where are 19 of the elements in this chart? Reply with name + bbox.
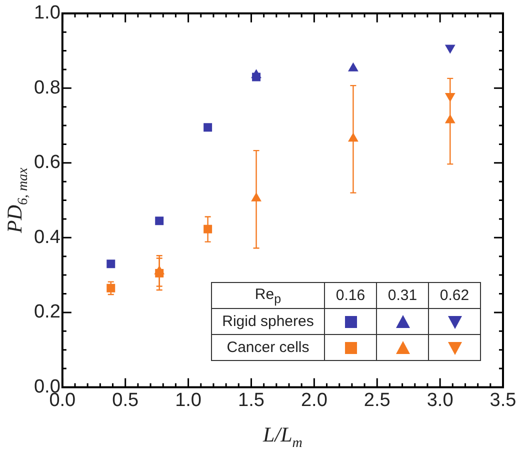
x-tick-label: 1.0	[175, 390, 202, 411]
annotation: 0.16	[336, 287, 366, 304]
y-axis-title: PD6, max	[2, 166, 32, 234]
y-tick-label: 0.2	[34, 302, 60, 323]
y-tick-label: 1.0	[34, 2, 60, 24]
x-tick-label: 3.0	[426, 390, 454, 411]
x-tick-label: 2.5	[364, 390, 390, 411]
x-tick-label: 3.5	[490, 390, 516, 411]
annotation: 0.62	[440, 287, 470, 304]
y-tick-label: 0.4	[34, 226, 61, 248]
x-tick-label: 2.0	[300, 390, 328, 411]
legend-title: Re$_{p}$	[254, 286, 282, 306]
annotation: 0.31	[388, 287, 418, 304]
x-tick-label: 1.5	[238, 390, 264, 411]
legend-label: Rigid spheres	[222, 313, 314, 330]
y-tick-label: 0.6	[34, 152, 60, 174]
legend-label: Cancer cells	[226, 339, 310, 356]
x-tick-label: 0.5	[112, 390, 139, 411]
y-tick-label: 0.8	[34, 77, 60, 98]
